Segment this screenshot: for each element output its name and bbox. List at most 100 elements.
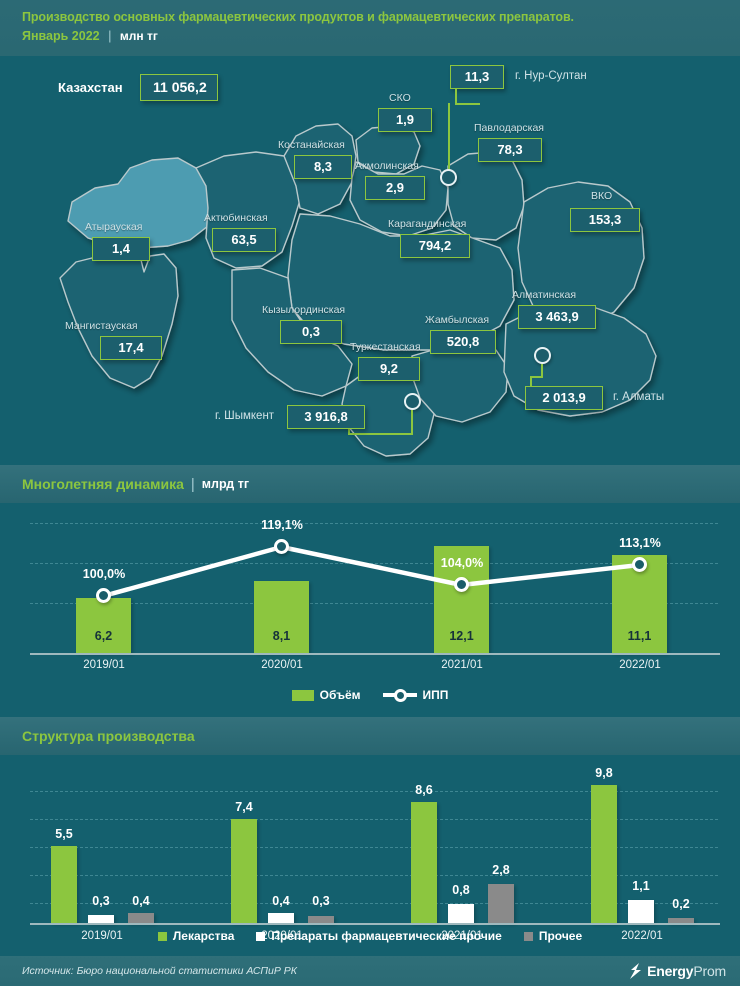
- region-shape-mangistau: [59, 249, 179, 389]
- legend-label-volume: Объём: [319, 688, 361, 702]
- region-label-almaty-oblast: Алматинская: [512, 289, 577, 301]
- legend-item-other-pharma[interactable]: Препараты фармацевтические прочие: [256, 929, 502, 943]
- logo-energy: Energy: [647, 963, 694, 979]
- legend-swatch-misc: [523, 931, 533, 941]
- header-subtitle: Январь 2022 | млн тг: [22, 27, 740, 45]
- bar-value-2019: 6,2: [94, 629, 113, 643]
- bar-medicines-2020: [231, 819, 257, 923]
- bar-other-pharma-2019: [88, 915, 114, 923]
- chart1-axis: [30, 653, 720, 655]
- page-footer: Источник: Бюро национальной статистики А…: [0, 956, 740, 986]
- bar-value-2022: 11,1: [627, 629, 652, 643]
- chart2-legend: Лекарства Препараты фармацевтические про…: [0, 929, 740, 943]
- bar-value-medicines-2019: 5,5: [55, 827, 73, 841]
- page-header: Производство основных фармацевтических п…: [0, 0, 740, 56]
- ipp-dot-2019: [96, 588, 111, 603]
- ipp-dot-2021: [454, 577, 469, 592]
- x-tick-2020: 2020/01: [261, 659, 303, 671]
- region-label-aktobe: Актюбинская: [204, 212, 268, 224]
- legend-label-other-pharma: Препараты фармацевтические прочие: [271, 929, 502, 943]
- region-label-turkestan: Туркестанская: [350, 341, 421, 353]
- leader-line-nur-sultan-v2: [448, 103, 450, 173]
- section-header-structure: Структура производства: [0, 717, 740, 755]
- country-label: Казахстан: [58, 80, 123, 95]
- bar-value-2020: 8,1: [272, 629, 291, 643]
- legend-label-medicines: Лекарства: [172, 929, 235, 943]
- legend-swatch-ipp: [382, 689, 417, 702]
- gridline: [30, 603, 718, 604]
- region-label-mangistau: Мангистауская: [65, 320, 138, 332]
- region-label-sko: СКО: [389, 92, 411, 104]
- header-unit: млн тг: [119, 29, 158, 43]
- bar-value-medicines-2021: 8,6: [415, 783, 433, 797]
- region-label-zhambyl: Жамбылская: [425, 314, 490, 326]
- bar-value-other-pharma-2020: 0,4: [272, 894, 290, 908]
- bar-value-medicines-2020: 7,4: [235, 800, 253, 814]
- region-value-kyzylorda: 0,3: [280, 320, 342, 344]
- city-label-nur-sultan: г. Нур-Султан: [515, 70, 587, 82]
- section-separator-dynamics: |: [190, 475, 195, 493]
- region-shape-atyrau: [67, 157, 215, 249]
- legend-item-volume[interactable]: Объём: [291, 688, 361, 702]
- region-label-kostanay: Костанайская: [278, 139, 345, 151]
- region-value-atyrau: 1,4: [92, 237, 150, 261]
- region-value-zhambyl: 520,8: [430, 330, 496, 354]
- chart2-axis: [30, 923, 720, 925]
- gridline: [30, 523, 718, 524]
- region-label-karaganda: Карагандинская: [388, 218, 467, 230]
- logo-prom: Prom: [693, 963, 726, 979]
- region-value-vko: 153,3: [570, 208, 640, 232]
- leader-line-shymkent-v2: [348, 423, 350, 435]
- legend-label-misc: Прочее: [538, 929, 583, 943]
- legend-item-medicines[interactable]: Лекарства: [157, 929, 235, 943]
- ipp-line-svg: [102, 544, 640, 599]
- leader-line-shymkent-h: [348, 433, 413, 435]
- region-label-vko: ВКО: [591, 190, 613, 202]
- chart1-legend: Объём ИПП: [0, 688, 740, 702]
- leader-line-almaty-v1: [541, 364, 543, 378]
- region-value-mangistau: 17,4: [100, 336, 162, 360]
- chart-multiyear-dynamics: 6,2 8,1 12,1 11,1 100,0% 119,1% 104,0% 1…: [0, 503, 740, 715]
- region-value-kostanay: 8,3: [294, 155, 352, 179]
- city-value-nur-sultan: 11,3: [450, 65, 504, 89]
- x-tick-struct-2019: 2019/01: [81, 930, 123, 942]
- region-label-kyzylorda: Кызылординская: [262, 304, 346, 316]
- chart-production-structure: 5,5 0,3 0,4 7,4 0,4 0,3 8,6 0,8 2,8 9,8 …: [0, 753, 740, 953]
- chart1-plot: [30, 511, 718, 653]
- bar-value-misc-2022: 0,2: [672, 897, 690, 911]
- legend-item-ipp[interactable]: ИПП: [382, 688, 448, 702]
- section-title-structure: Структура производства: [22, 728, 195, 744]
- region-value-akmola: 2,9: [365, 176, 425, 200]
- legend-swatch-volume: [291, 689, 314, 701]
- chart2-plot: [30, 763, 718, 913]
- region-label-pavlodar: Павлодарская: [474, 122, 544, 134]
- header-separator: |: [108, 28, 112, 43]
- ipp-value-2022: 113,1%: [619, 536, 661, 550]
- bar-value-2021: 12,1: [449, 629, 474, 643]
- bar-misc-2021: [488, 884, 514, 923]
- legend-item-misc[interactable]: Прочее: [523, 929, 583, 943]
- city-value-shymkent: 3 916,8: [287, 405, 365, 429]
- legend-swatch-medicines: [157, 931, 167, 941]
- bar-misc-2020: [308, 916, 334, 923]
- bar-value-misc-2021: 2,8: [492, 863, 510, 877]
- leader-line-shymkent-v: [411, 410, 413, 435]
- section-title-dynamics: Многолетняя динамика: [22, 476, 184, 492]
- energyprom-wordmark: EnergyProm: [647, 963, 726, 979]
- bar-value-misc-2019: 0,4: [132, 894, 150, 908]
- legend-swatch-other-pharma: [256, 931, 266, 941]
- energyprom-logo[interactable]: EnergyProm: [629, 963, 726, 979]
- x-tick-2022: 2022/01: [619, 659, 661, 671]
- x-tick-struct-2020: 2020/01: [261, 930, 303, 942]
- leader-line-nur-sultan-h: [455, 103, 480, 105]
- section-header-dynamics: Многолетняя динамика | млрд тг: [0, 465, 740, 503]
- source-text: Источник: Бюро национальной статистики А…: [22, 965, 297, 977]
- bar-value-misc-2020: 0,3: [312, 894, 330, 908]
- city-label-shymkent: г. Шымкент: [215, 410, 275, 422]
- leader-line-almaty-h: [530, 376, 543, 378]
- leader-line-almaty-v2: [530, 376, 532, 390]
- x-tick-2021: 2021/01: [441, 659, 483, 671]
- region-value-pavlodar: 78,3: [478, 138, 542, 162]
- bar-value-other-pharma-2021: 0,8: [452, 883, 470, 897]
- ipp-value-2021: 104,0%: [440, 556, 484, 570]
